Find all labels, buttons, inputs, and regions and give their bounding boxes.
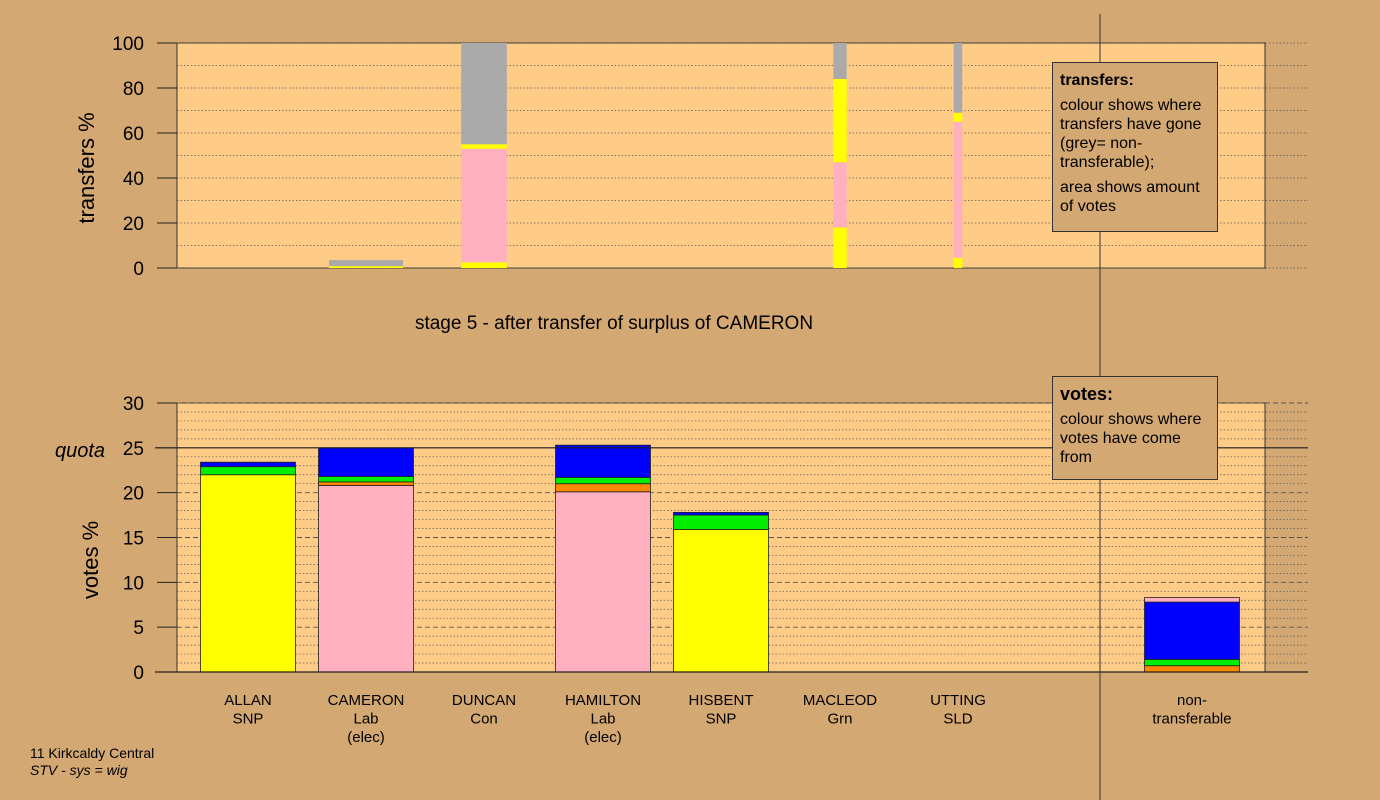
category-label: Grn (827, 711, 852, 728)
bottom-y-tick-label: 20 (123, 484, 144, 505)
bottom-bar-segment (318, 447, 414, 477)
votes-legend-title: votes: (1060, 384, 1114, 404)
category-label: CAMERON (328, 692, 405, 709)
category-label: (elec) (584, 729, 622, 746)
top-bar-segment (461, 43, 507, 145)
category-label: MACLEOD (803, 692, 877, 709)
bottom-bar-segment (555, 444, 651, 478)
top-bar-segment (461, 144, 507, 149)
top-bar-segment (328, 260, 404, 267)
category-label: (elec) (347, 729, 385, 746)
top-y-tick-label: 100 (112, 34, 144, 55)
top-y-axis-label: transfers % (74, 112, 99, 223)
top-y-tick-label: 20 (123, 214, 144, 235)
category-label: Con (470, 711, 498, 728)
top-bar-segment (833, 43, 847, 79)
top-y-tick-label: 80 (123, 79, 144, 100)
bottom-y-tick-label: 10 (123, 573, 144, 594)
category-label: HAMILTON (565, 692, 641, 709)
category-label: SNP (706, 711, 737, 728)
category-label: UTTING (930, 692, 986, 709)
quota-label: quota (55, 440, 105, 462)
footer-system: STV - sys = wig (30, 762, 128, 778)
bottom-bars (200, 444, 1240, 673)
bottom-bar-segment (1144, 601, 1240, 660)
bottom-bar-segment (200, 474, 296, 673)
bottom-bar-segment (318, 481, 414, 486)
category-label: non- (1177, 692, 1207, 709)
bottom-bar-segment (1144, 597, 1240, 603)
transfers-legend-text: colour shows where transfers have gone (… (1060, 97, 1202, 171)
category-label: ALLAN (224, 692, 272, 709)
category-labels: ALLANSNPCAMERONLab(elec)DUNCANConHAMILTO… (224, 692, 1231, 746)
votes-legend: votes: colour shows where votes have com… (1052, 376, 1218, 480)
category-label: transferable (1152, 711, 1231, 728)
bottom-y-tick-label: 30 (123, 394, 144, 415)
axes: 0 20 40 60 80 100 0 5 10 15 20 25 30 (112, 34, 1308, 684)
top-bars (328, 43, 963, 268)
transfers-legend-text-2: area shows amount of votes (1060, 179, 1200, 215)
bottom-bar-segment (318, 485, 414, 673)
bottom-y-tick-label: 5 (133, 618, 144, 639)
bottom-bar-segment (200, 461, 296, 468)
category-label: SNP (233, 711, 264, 728)
top-bar-segment (461, 262, 507, 268)
top-y-tick-label: 0 (133, 259, 144, 280)
transfers-legend-title: transfers: (1060, 72, 1134, 89)
footer-place: 11 Kirkcaldy Central (30, 745, 155, 761)
bottom-bar-segment (1144, 665, 1240, 673)
top-y-tick-label: 40 (123, 169, 144, 190)
bottom-bar-segment (673, 514, 769, 530)
bottom-bar-segment (318, 476, 414, 483)
bottom-bar-segment (555, 483, 651, 493)
category-label: Lab (590, 711, 615, 728)
category-label: SLD (943, 711, 972, 728)
category-label: HISBENT (688, 692, 753, 709)
bottom-bar-segment (200, 466, 296, 476)
transfers-legend: transfers: colour shows where transfers … (1052, 62, 1218, 232)
top-bar-segment (953, 112, 963, 122)
category-label: Lab (353, 711, 378, 728)
top-bar-segment (833, 227, 847, 268)
votes-legend-text: colour shows where votes have come from (1060, 411, 1202, 466)
top-bar-segment (953, 121, 963, 258)
bottom-y-tick-label: 25 (123, 439, 144, 460)
top-bar-segment (328, 266, 404, 268)
bottom-bar-segment (555, 491, 651, 673)
category-label: DUNCAN (452, 692, 516, 709)
top-bar-segment (833, 162, 847, 228)
stage-title: stage 5 - after transfer of surplus of C… (415, 313, 813, 334)
bottom-bar-segment (673, 529, 769, 673)
bottom-y-tick-label: 15 (123, 529, 144, 550)
bottom-bar-segment (555, 477, 651, 485)
top-bar-segment (833, 79, 847, 163)
top-bar-segment (953, 257, 963, 268)
bottom-y-axis-label: votes % (78, 521, 103, 599)
bottom-bar-segment (1144, 659, 1240, 667)
bottom-y-tick-label: 0 (133, 663, 144, 684)
top-y-tick-label: 60 (123, 124, 144, 145)
top-bar-segment (461, 148, 507, 263)
top-bar-segment (953, 43, 963, 113)
footer: 11 Kirkcaldy Central STV - sys = wig (30, 745, 154, 779)
bottom-bar-segment (673, 511, 769, 516)
